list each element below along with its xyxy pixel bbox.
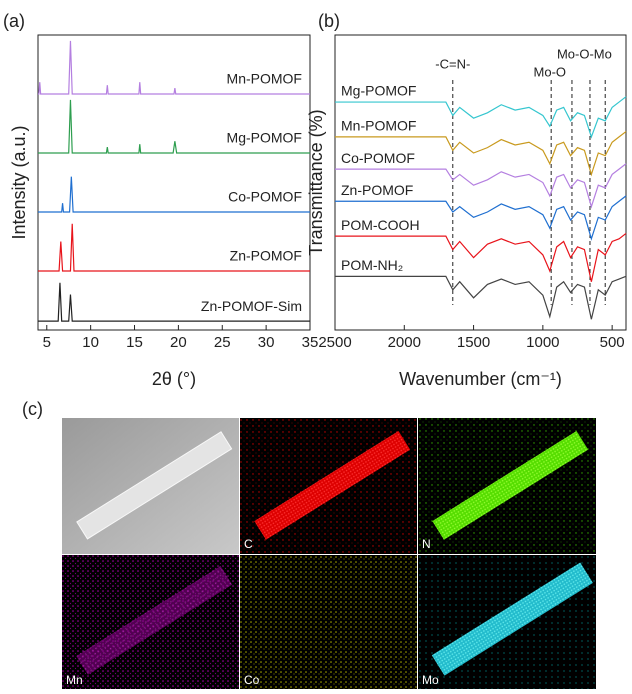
x-axis-label: Wavenumber (cm⁻¹) (399, 369, 562, 389)
series-label: POM-NH₂ (341, 257, 403, 273)
x-tick-label: 5 (43, 334, 51, 351)
sem-tile (62, 418, 239, 554)
element-label: C (244, 537, 253, 551)
element-label: Co (244, 673, 260, 687)
map-tile: N (418, 418, 596, 554)
x-tick-label: 2500 (318, 334, 351, 351)
series-line (38, 99, 310, 154)
eds-maps: C N Mn Co Mo (62, 418, 596, 689)
element-label: Mo (422, 673, 439, 687)
series-label: Zn-POMOF (341, 182, 413, 198)
element-label: Mn (66, 673, 83, 687)
series-line (335, 96, 627, 139)
x-tick-label: 30 (258, 334, 275, 351)
series-label: Co-POMOF (228, 189, 302, 205)
annotation: -C=N- (435, 56, 470, 71)
x-tick-label: 2000 (388, 334, 421, 351)
annotation: Mo-O (534, 64, 567, 79)
series-label: POM-COOH (341, 217, 420, 233)
map-tile: Mo (418, 555, 596, 689)
series-line (335, 232, 627, 282)
x-tick-label: 10 (82, 334, 99, 351)
series-label: Mg-POMOF (227, 130, 302, 146)
x-tick-label: 1500 (457, 334, 490, 351)
x-tick-label: 25 (214, 334, 231, 351)
map-tile: C (240, 418, 417, 554)
series-label: Mn-POMOF (227, 71, 302, 87)
series-line (38, 176, 310, 213)
x-tick-label: 15 (126, 334, 143, 351)
x-tick-label: 20 (170, 334, 187, 351)
y-axis-label: Transmittance (%) (306, 109, 326, 255)
series-line (335, 131, 627, 177)
series-line (38, 40, 310, 95)
series-line (38, 282, 310, 322)
series-line (335, 195, 627, 241)
y-axis-label: Intensity (a.u.) (9, 125, 29, 239)
series-label: Mg-POMOF (341, 83, 416, 99)
map-tile: Mn (62, 555, 239, 689)
x-tick-label: 1000 (526, 334, 559, 351)
series-label: Mn-POMOF (341, 118, 416, 134)
series-line (38, 223, 310, 272)
series-label: Zn-POMOF-Sim (201, 298, 302, 314)
series-line (335, 163, 627, 209)
series-line (335, 275, 627, 320)
x-tick-label: 35 (302, 334, 319, 351)
panel-label: (c) (22, 399, 43, 419)
panel-label: (b) (318, 11, 340, 31)
x-tick-label: 500 (600, 334, 625, 351)
plot-frame (334, 34, 627, 331)
plot-frame (37, 34, 311, 331)
series-label: Zn-POMOF (230, 248, 302, 264)
annotation: Mo-O-Mo (557, 46, 612, 61)
panel-label: (a) (3, 11, 25, 31)
series-label: Co-POMOF (341, 150, 415, 166)
x-axis-label: 2θ (°) (152, 369, 196, 389)
map-tile: Co (240, 555, 417, 689)
element-label: N (422, 537, 431, 551)
